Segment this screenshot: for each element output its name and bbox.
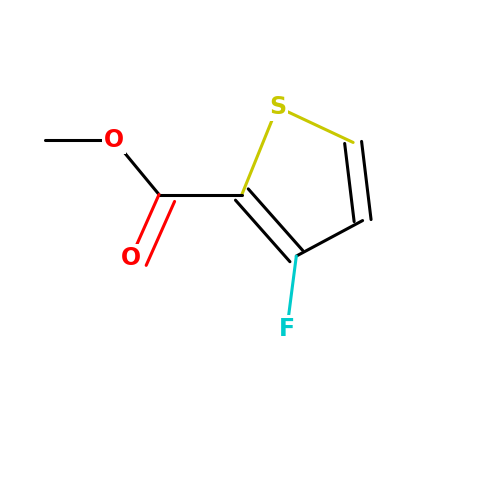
Text: O: O [104,128,124,152]
Text: S: S [269,95,286,119]
Text: F: F [279,318,295,342]
Text: O: O [121,246,141,271]
